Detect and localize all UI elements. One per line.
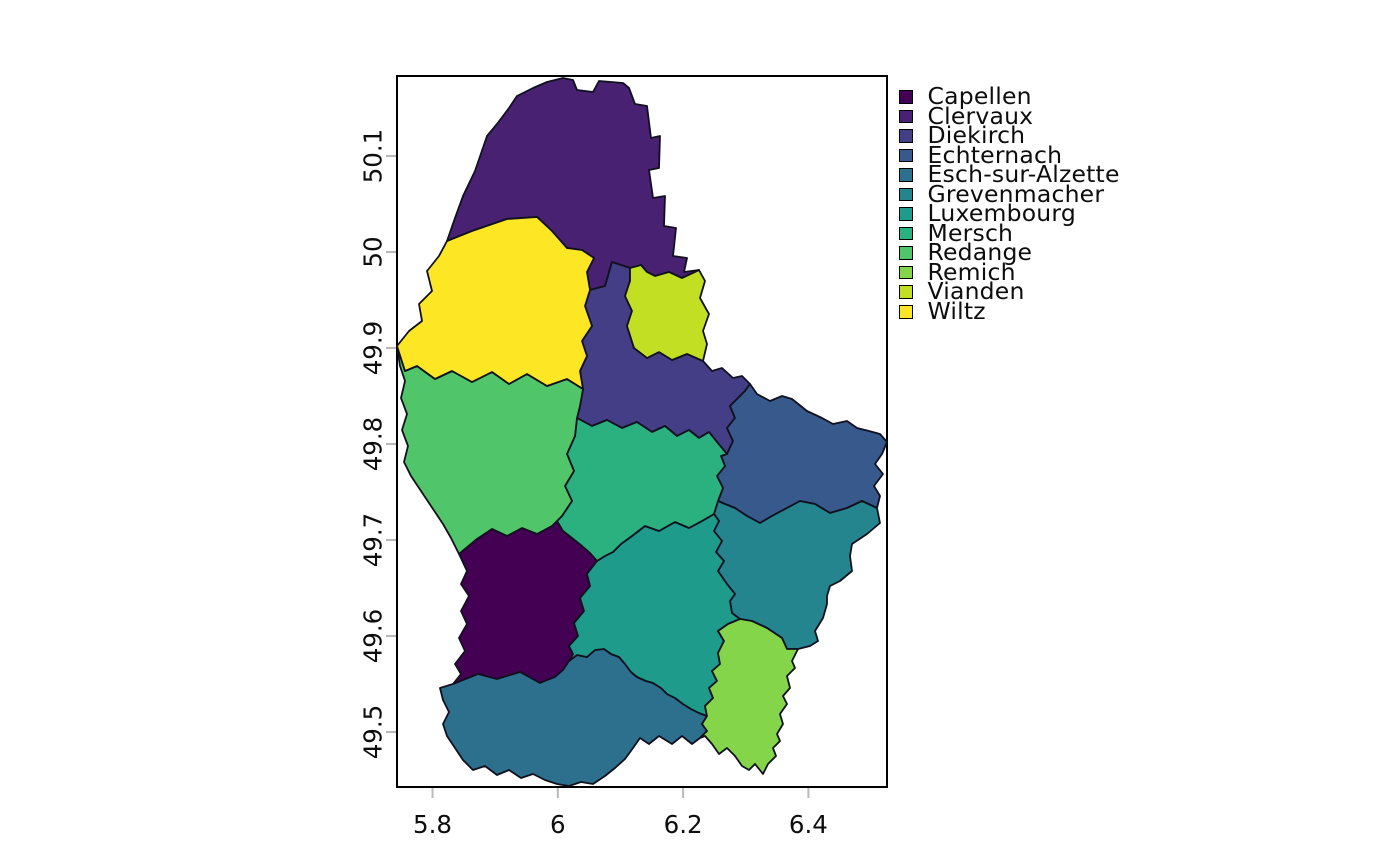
- legend-entry-diekirch: Diekirch: [899, 121, 1120, 150]
- legend-entry-wiltz: Wiltz: [899, 297, 1120, 326]
- y-tick-label: 49.5: [359, 705, 388, 760]
- legend-entry-remich: Remich: [899, 257, 1120, 286]
- legend-swatch-icon: [899, 187, 913, 202]
- x-axis: 5.8 6 6.2 6.4: [413, 788, 828, 839]
- legend-label: Wiltz: [927, 297, 986, 326]
- legend-label: Luxembourg: [927, 199, 1076, 228]
- legend-label: Echternach: [927, 140, 1063, 169]
- y-tick-label: 49.9: [359, 321, 388, 376]
- legend-swatch-icon: [899, 285, 913, 299]
- region-vianden: Vianden: [624, 264, 710, 362]
- legend-label: Remich: [927, 257, 1016, 286]
- legend-label: Esch-sur-Alzette: [927, 160, 1120, 189]
- legend-swatch-icon: [899, 207, 913, 221]
- legend-entry-esch: Esch-sur-Alzette: [899, 160, 1120, 189]
- legend-entry-redange: Redange: [899, 238, 1120, 267]
- y-tick-label: 49.8: [359, 417, 388, 472]
- legend: Capellen Clervaux Diekirch Echternach Esch-s…: [899, 82, 1120, 326]
- legend-swatch-icon: [899, 168, 913, 182]
- y-tick-label: 50.1: [359, 129, 388, 184]
- legend-label: Mersch: [927, 218, 1014, 247]
- x-tick-label: 6.4: [789, 810, 828, 839]
- legend-swatch-icon: [899, 109, 913, 124]
- legend-label: Redange: [927, 238, 1033, 267]
- legend-label: Vianden: [927, 277, 1025, 306]
- legend-label: Grevenmacher: [927, 179, 1105, 208]
- legend-label: Diekirch: [927, 121, 1026, 150]
- legend-entry-grevenmacher: Grevenmacher: [899, 179, 1120, 208]
- legend-swatch-icon: [899, 90, 913, 104]
- legend-swatch-icon: [899, 148, 913, 163]
- legend-swatch-icon: [899, 265, 913, 280]
- legend-label: Clervaux: [927, 101, 1034, 130]
- y-tick-label: 49.6: [359, 609, 388, 664]
- region-wiltz: Wiltz: [396, 216, 595, 390]
- legend-entry-vianden: Vianden: [899, 277, 1120, 306]
- map-regions-group: CapellenClervauxDiekirchEchternachEsch-s…: [396, 77, 888, 787]
- legend-entry-clervaux: Clervaux: [899, 101, 1120, 130]
- legend-swatch-icon: [899, 305, 913, 319]
- x-tick-label: 5.8: [413, 810, 452, 839]
- x-tick-label: 6.2: [664, 810, 703, 839]
- x-tick-label: 6: [550, 810, 566, 839]
- legend-entry-mersch: Mersch: [899, 218, 1120, 247]
- y-axis: 50.1 50 49.9 49.8 49.7 49.6 49.5: [359, 129, 396, 760]
- region-remich: Remich: [699, 618, 799, 775]
- legend-entry-capellen: Capellen: [899, 82, 1120, 110]
- y-tick-label: 49.7: [359, 513, 388, 568]
- y-tick-label: 50: [359, 236, 388, 267]
- legend-swatch-icon: [899, 129, 913, 143]
- legend-swatch-icon: [899, 226, 913, 241]
- legend-swatch-icon: [899, 246, 913, 260]
- legend-entry-luxembourg: Luxembourg: [899, 199, 1120, 228]
- legend-label: Capellen: [927, 82, 1032, 110]
- legend-entry-echternach: Echternach: [899, 140, 1120, 169]
